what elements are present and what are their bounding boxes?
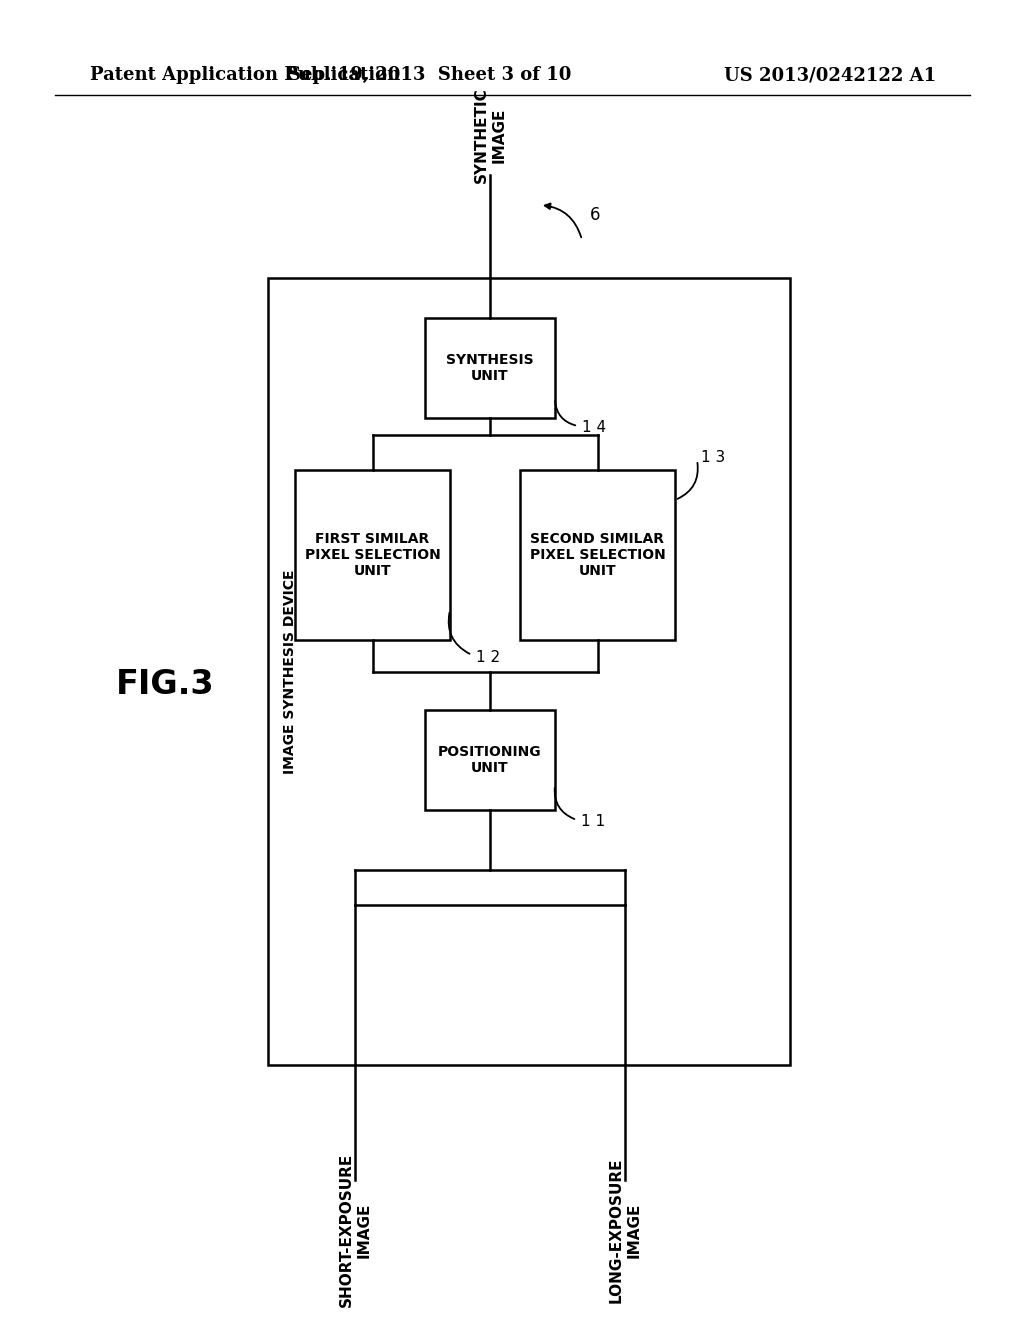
Text: LONG-EXPOSURE
IMAGE: LONG-EXPOSURE IMAGE	[609, 1158, 641, 1303]
Text: 1 2: 1 2	[476, 651, 500, 665]
Bar	[425, 318, 555, 418]
Bar	[295, 470, 450, 640]
Text: SECOND SIMILAR
PIXEL SELECTION
UNIT: SECOND SIMILAR PIXEL SELECTION UNIT	[529, 532, 666, 578]
Text: POSITIONING
UNIT: POSITIONING UNIT	[438, 744, 542, 775]
Text: IMAGE SYNTHESIS DEVICE: IMAGE SYNTHESIS DEVICE	[283, 569, 297, 774]
Text: Sep. 19, 2013  Sheet 3 of 10: Sep. 19, 2013 Sheet 3 of 10	[289, 66, 571, 84]
Text: 1 1: 1 1	[581, 814, 605, 829]
Text: 1 4: 1 4	[582, 421, 606, 436]
Text: FIRST SIMILAR
PIXEL SELECTION
UNIT: FIRST SIMILAR PIXEL SELECTION UNIT	[304, 532, 440, 578]
Text: FIG.3: FIG.3	[116, 668, 214, 701]
Text: 1 3: 1 3	[701, 450, 725, 466]
Text: Patent Application Publication: Patent Application Publication	[90, 66, 400, 84]
Text: SYNTHESIS
UNIT: SYNTHESIS UNIT	[446, 352, 534, 383]
Bar	[520, 470, 675, 640]
Text: US 2013/0242122 A1: US 2013/0242122 A1	[724, 66, 936, 84]
Text: 6: 6	[590, 206, 600, 224]
Text: SYNTHETIC
IMAGE: SYNTHETIC IMAGE	[474, 87, 506, 183]
Bar	[425, 710, 555, 810]
Bar	[268, 279, 790, 1065]
Text: SHORT-EXPOSURE
IMAGE: SHORT-EXPOSURE IMAGE	[339, 1152, 371, 1307]
